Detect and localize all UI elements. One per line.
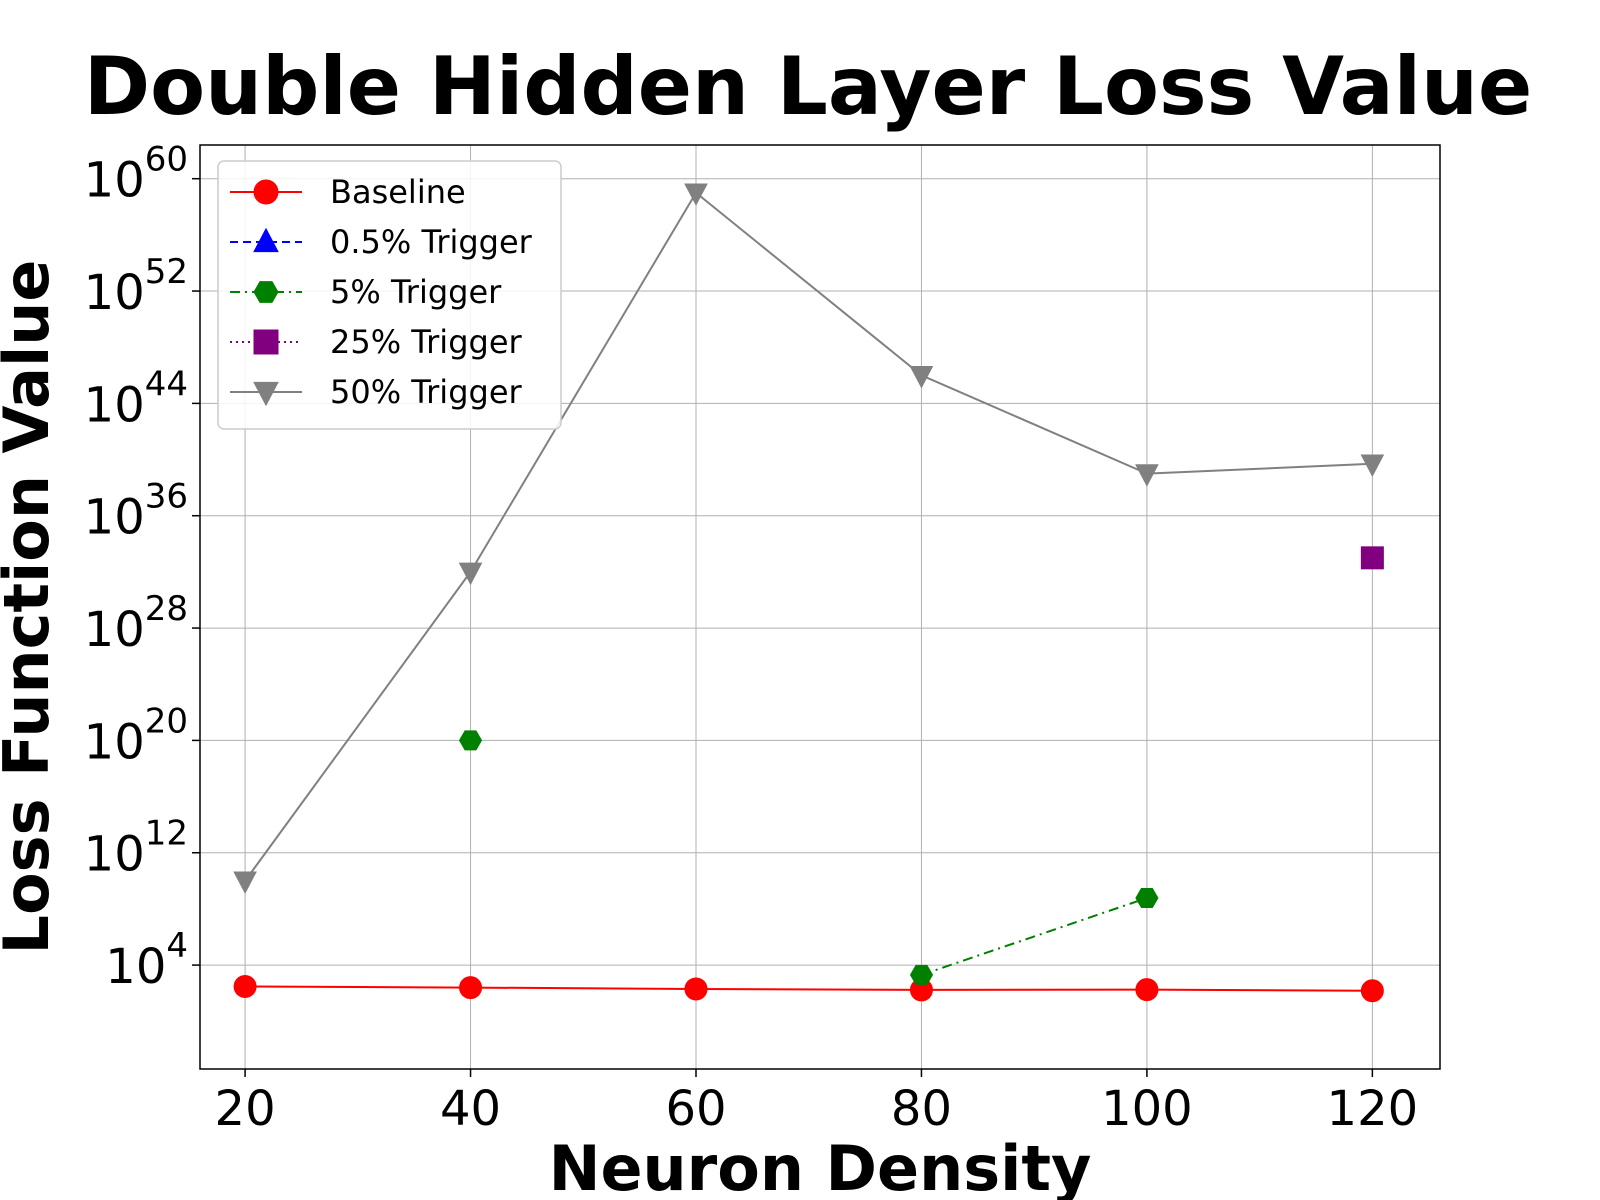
y-tick-base: 10 [84, 602, 145, 658]
marker-hexagon [458, 730, 483, 751]
x-axis-label: Neuron Density [549, 1132, 1092, 1200]
series-line-segment [695, 191, 923, 377]
y-tick-exponent: 20 [145, 701, 188, 741]
marker-circle [684, 977, 708, 1001]
x-tick-label: 20 [215, 1081, 276, 1137]
marker-triangle-down [1135, 464, 1159, 487]
y-tick-base: 10 [84, 153, 145, 209]
marker-triangle-down [458, 562, 483, 586]
series-line-segment [245, 985, 471, 989]
y-tick-label: 1052 [84, 252, 188, 321]
x-tick-label: 40 [440, 1081, 501, 1137]
series-layer [233, 183, 1385, 1003]
x-tick-label: 80 [891, 1081, 952, 1137]
x-tick-label: 120 [1327, 1081, 1419, 1137]
legend-box [217, 160, 562, 430]
series-3 [1360, 546, 1384, 570]
series-line-segment [921, 374, 1148, 475]
x-tick-label: 60 [665, 1081, 726, 1137]
y-tick-label: 1028 [84, 589, 188, 658]
marker-triangle-down [253, 381, 279, 407]
marker-square [253, 329, 279, 355]
series-0 [233, 974, 1384, 1003]
series-line-segment [695, 987, 922, 991]
y-tick-label: 1060 [84, 140, 188, 209]
legend: Baseline 0.5% Trigger 5% Trigger 25% Trigge… [217, 160, 562, 430]
y-tick-base: 10 [84, 827, 145, 883]
legend-label: 0.5% Trigger [330, 223, 533, 261]
y-tick-base: 10 [105, 939, 166, 995]
y-tick-exponent: 52 [145, 252, 188, 292]
y-tick-exponent: 28 [145, 589, 188, 629]
y-tick-base: 10 [84, 265, 145, 321]
y-tick-label: 1012 [84, 814, 188, 883]
y-tick-exponent: 36 [145, 477, 188, 517]
series-line-segment [1146, 462, 1373, 475]
marker-triangle-up [253, 227, 279, 253]
series-line-segment [921, 897, 1148, 976]
series-4 [233, 183, 1385, 895]
marker-hexagon [909, 964, 934, 985]
legend-label: 5% Trigger [330, 273, 502, 311]
series-line-segment [244, 571, 472, 882]
series-line-segment [1146, 988, 1373, 992]
y-tick-label: 1036 [84, 477, 188, 546]
x-axis-ticks: 20 40 60 80 100 120 [215, 1069, 1419, 1137]
y-axis-label: Loss Function Value [0, 260, 63, 955]
x-tick-label: 100 [1101, 1081, 1193, 1137]
y-tick-exponent: 60 [145, 140, 188, 180]
y-tick-base: 10 [84, 714, 145, 770]
marker-circle [233, 974, 257, 998]
marker-circle [1360, 979, 1384, 1003]
series-line-segment [470, 986, 697, 990]
chart-title: Double Hidden Layer Loss Value [84, 40, 1532, 133]
marker-square [1360, 546, 1384, 570]
y-tick-base: 10 [84, 377, 145, 433]
marker-triangle-down [233, 871, 257, 895]
marker-circle [1135, 978, 1159, 1002]
legend-label: 50% Trigger [330, 373, 523, 411]
series-2 [458, 730, 1159, 985]
legend-label: Baseline [330, 173, 466, 211]
plot-frame [199, 144, 1441, 1070]
y-tick-base: 10 [84, 490, 145, 546]
y-tick-exponent: 12 [145, 814, 188, 854]
y-tick-exponent: 44 [145, 364, 188, 404]
marker-hexagon [1135, 888, 1159, 908]
marker-triangle-down [684, 183, 708, 206]
marker-circle [459, 976, 483, 1000]
y-tick-label: 104 [105, 926, 188, 995]
marker-triangle-down [909, 365, 934, 389]
series-line-segment [469, 192, 697, 573]
marker-hexagon [253, 281, 279, 303]
y-tick-label: 1044 [84, 364, 188, 433]
y-tick-exponent: 4 [166, 926, 188, 966]
marker-triangle-down [1360, 454, 1385, 477]
marker-circle [253, 179, 279, 205]
legend-label: 25% Trigger [330, 323, 523, 361]
y-tick-label: 1020 [84, 701, 188, 770]
